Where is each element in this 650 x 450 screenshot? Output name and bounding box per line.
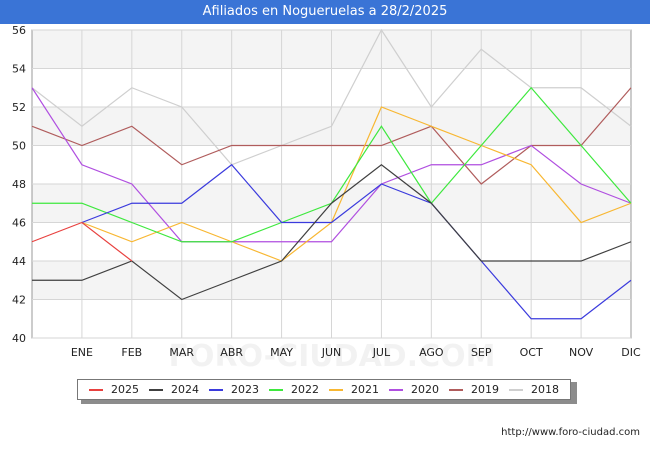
y-tick-label: 54 <box>12 63 26 76</box>
source-url: http://www.foro-ciudad.com <box>501 427 640 438</box>
legend-item-2022: 2022 <box>269 383 319 396</box>
x-tick-label: NOV <box>569 346 594 359</box>
x-tick-label: DIC <box>621 346 641 359</box>
legend-item-2025: 2025 <box>89 383 139 396</box>
legend-swatch <box>149 388 163 391</box>
legend-label: 2018 <box>531 383 559 396</box>
legend-label: 2021 <box>351 383 379 396</box>
x-tick-label: ENE <box>71 346 93 359</box>
legend-swatch <box>269 388 283 391</box>
y-tick-label: 40 <box>12 332 26 345</box>
legend-label: 2023 <box>231 383 259 396</box>
x-tick-label: ABR <box>220 346 243 359</box>
legend-label: 2020 <box>411 383 439 396</box>
legend-label: 2019 <box>471 383 499 396</box>
legend: 2025 2024 2023 2022 2021 2020 2019 2018 <box>77 379 571 400</box>
chart-title: Afiliados en Nogueruelas a 28/2/2025 <box>202 4 448 19</box>
legend-swatch <box>509 388 523 391</box>
x-tick-label: FEB <box>121 346 142 359</box>
y-tick-label: 56 <box>12 24 26 37</box>
x-axis-ticks: ENE FEB MAR ABR MAY JUN JUL AGO SEP OCT NOV DIC <box>71 346 641 359</box>
x-tick-label: MAY <box>270 346 293 359</box>
legend-label: 2022 <box>291 383 319 396</box>
legend-label: 2025 <box>111 383 139 396</box>
y-tick-label: 50 <box>12 140 26 153</box>
y-tick-label: 46 <box>12 217 26 230</box>
legend-item-2018: 2018 <box>509 383 559 396</box>
legend-item-2023: 2023 <box>209 383 259 396</box>
series-line-2023 <box>81 163 632 320</box>
series-line-2025 <box>31 221 133 262</box>
x-tick-label: OCT <box>520 346 543 359</box>
y-tick-label: 52 <box>12 101 26 114</box>
y-tick-label: 44 <box>12 255 26 268</box>
y-tick-label: 48 <box>12 178 26 191</box>
x-tick-label: JUN <box>321 346 342 359</box>
title-bar <box>0 0 650 24</box>
legend-item-2024: 2024 <box>149 383 199 396</box>
legend-item-2021: 2021 <box>329 383 379 396</box>
y-axis-ticks: 40 42 44 46 48 50 52 54 56 <box>12 24 26 345</box>
gridlines <box>32 29 631 339</box>
x-tick-label: AGO <box>419 346 444 359</box>
legend-swatch <box>329 388 343 391</box>
series-lines <box>31 28 632 320</box>
legend-swatch <box>449 388 463 391</box>
series-line-2020 <box>31 87 632 243</box>
legend-item-2019: 2019 <box>449 383 499 396</box>
y-tick-label: 42 <box>12 294 26 307</box>
legend-swatch <box>89 388 103 391</box>
legend-swatch <box>389 388 403 391</box>
x-tick-label: SEP <box>471 346 492 359</box>
legend-label: 2024 <box>171 383 199 396</box>
legend-item-2020: 2020 <box>389 383 439 396</box>
x-tick-label: MAR <box>169 346 194 359</box>
watermark: FORO-CIUDAD.COM <box>169 339 496 374</box>
legend-swatch <box>209 388 223 391</box>
x-tick-label: JUL <box>372 346 391 359</box>
